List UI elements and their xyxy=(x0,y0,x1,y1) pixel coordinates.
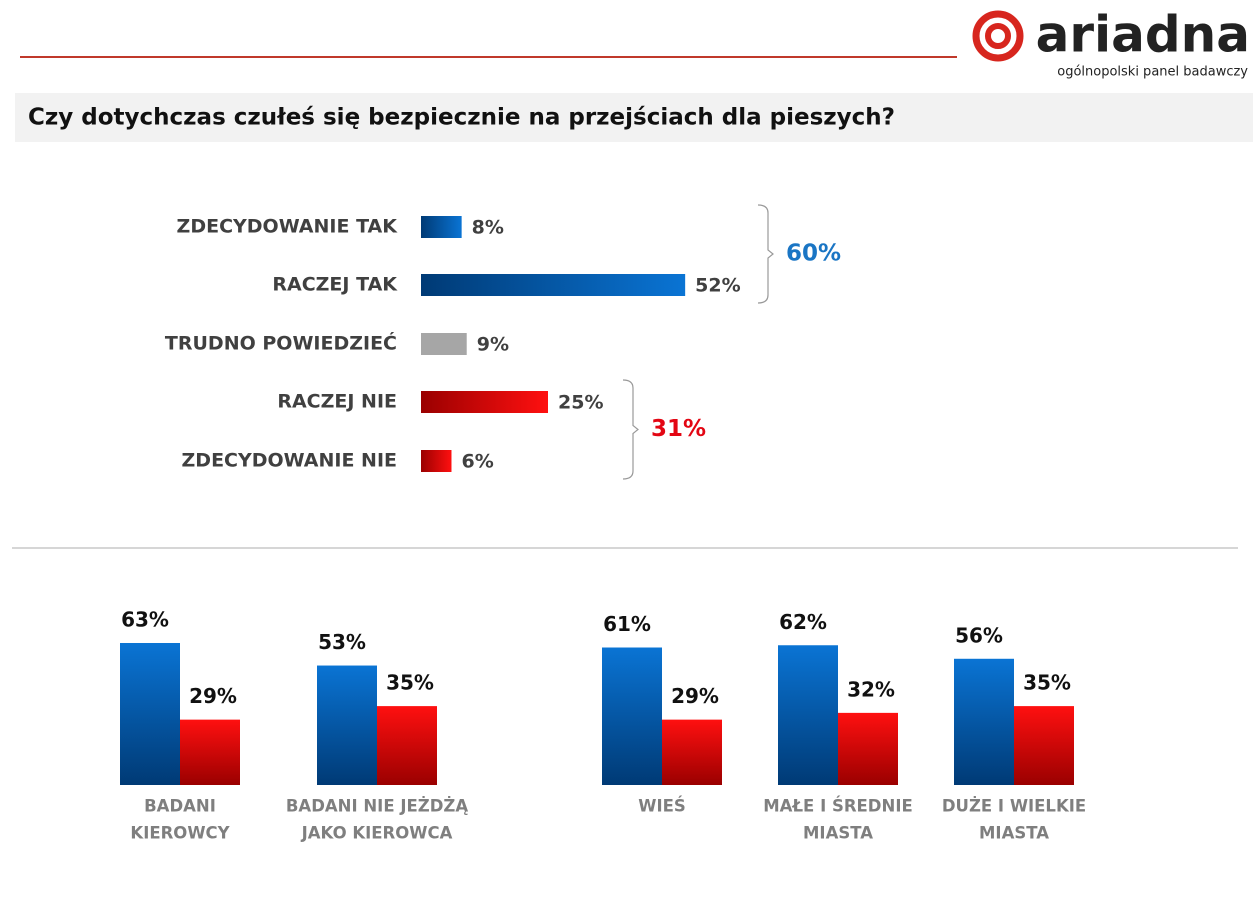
value-label: 29% xyxy=(189,684,237,708)
category-label: BADANI NIE JEŻDŻĄ xyxy=(286,797,469,816)
group-bracket xyxy=(757,204,774,304)
bar xyxy=(421,333,467,355)
category-label: TRUDNO POWIEDZIEĆ xyxy=(165,331,397,355)
bar xyxy=(662,719,722,785)
bar xyxy=(778,645,838,785)
category-label: MIASTA xyxy=(803,824,873,843)
category-label: RACZEJ TAK xyxy=(272,274,398,296)
category-label: KIEROWCY xyxy=(130,824,230,843)
logo-icon xyxy=(972,10,1024,62)
value-label: 29% xyxy=(671,684,719,708)
bar xyxy=(421,450,452,472)
value-label: 63% xyxy=(121,607,169,631)
category-label: RACZEJ NIE xyxy=(277,391,397,413)
value-label: 52% xyxy=(695,275,740,297)
category-label: JAKO KIEROWCA xyxy=(301,824,453,843)
bar xyxy=(180,719,240,785)
bar xyxy=(377,706,437,785)
value-label: 32% xyxy=(847,677,895,701)
value-label: 53% xyxy=(318,630,366,654)
bar xyxy=(838,712,898,785)
value-label: 61% xyxy=(603,612,651,636)
category-label: MAŁE I ŚREDNIE xyxy=(763,797,912,816)
bar xyxy=(954,658,1014,785)
logo-tagline: ogólnopolski panel badawczy xyxy=(1057,65,1248,80)
chart-title: Czy dotychczas czułeś się bezpiecznie na… xyxy=(28,105,895,131)
logo-text: ariadna xyxy=(1036,6,1250,64)
category-label: ZDECYDOWANIE TAK xyxy=(177,216,399,238)
bar xyxy=(602,647,662,785)
category-label: BADANI xyxy=(144,797,216,816)
group-total: 31% xyxy=(651,416,706,442)
value-label: 62% xyxy=(779,610,827,634)
group-bracket xyxy=(622,379,639,480)
bar xyxy=(317,665,377,785)
value-label: 56% xyxy=(955,623,1003,647)
group-total: 60% xyxy=(786,241,841,267)
title-band xyxy=(15,93,1253,142)
bar xyxy=(1014,706,1074,785)
value-label: 8% xyxy=(472,217,504,239)
bar xyxy=(421,391,548,413)
bar xyxy=(120,642,180,785)
category-label: MIASTA xyxy=(979,824,1049,843)
category-label: WIEŚ xyxy=(638,797,686,816)
category-label: DUŻE I WIELKIE xyxy=(942,797,1086,816)
value-label: 25% xyxy=(558,392,603,414)
value-label: 35% xyxy=(386,671,434,695)
category-label: ZDECYDOWANIE NIE xyxy=(182,450,397,472)
value-label: 6% xyxy=(461,451,493,473)
value-label: 9% xyxy=(477,334,509,356)
value-label: 35% xyxy=(1023,671,1071,695)
bar xyxy=(421,274,686,296)
bar xyxy=(421,216,462,238)
